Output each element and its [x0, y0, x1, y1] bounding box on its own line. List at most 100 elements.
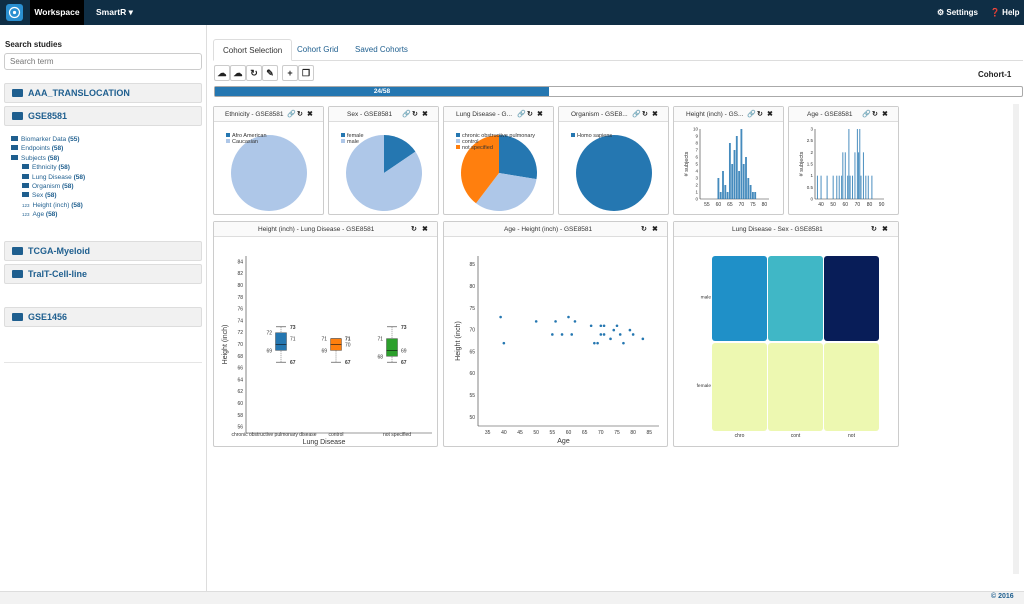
link-icon[interactable]: 🔗	[402, 111, 411, 118]
app-logo-icon[interactable]	[6, 4, 23, 21]
organism-pie-chart[interactable]: Homo sapiens	[559, 123, 670, 215]
histogram-bar	[844, 152, 846, 199]
study-item-gse1456[interactable]: GSE1456	[4, 307, 202, 327]
histogram-bar	[719, 192, 722, 199]
age-histogram[interactable]: 0 0.5 1 1.5 2 2.5 3 40 50 60 70 80 90 # subjects	[789, 123, 900, 215]
heatmap-cell	[824, 343, 879, 431]
tree-item-endpoints[interactable]: Endpoints (58)	[11, 144, 85, 153]
histogram-bar	[865, 175, 867, 199]
tree-item-lung-disease[interactable]: Lung Disease (58)	[11, 173, 85, 182]
close-icon[interactable]: ✖	[767, 111, 773, 118]
panel-title: Lung Disease - G...	[456, 111, 512, 118]
tree-item-ethnicity[interactable]: Ethnicity (58)	[11, 163, 85, 172]
scatter-point	[567, 315, 570, 319]
scatter-point	[602, 333, 606, 336]
tab-bar: Cohort Selection Cohort Grid Saved Cohor…	[213, 39, 1023, 61]
top-navbar: Workspace SmartR ▾ ⚙ Settings ❓ Help	[0, 0, 1024, 25]
refresh-icon[interactable]: ↻	[872, 111, 878, 118]
refresh-icon[interactable]: ↻	[246, 65, 262, 81]
scrollbar[interactable]	[1013, 104, 1019, 574]
y-tick-label: 9	[695, 134, 698, 139]
link-icon[interactable]: 🔗	[747, 111, 756, 118]
tab-cohort-grid[interactable]: Cohort Grid	[297, 45, 339, 54]
height-histogram[interactable]: 0 1 2 3 4 5 6 7 8 9 10 55 60 65 70 75 80 # subjects	[674, 123, 785, 215]
histogram-bar	[826, 175, 828, 199]
scatter-point	[602, 324, 606, 328]
settings-link[interactable]: ⚙ Settings	[937, 8, 978, 17]
y-tick-label: 1	[695, 190, 698, 195]
tree-item-organism[interactable]: Organism (58)	[11, 182, 85, 191]
tree-item-age[interactable]: 123 Age (58)	[22, 211, 58, 219]
progress-label: 24/58	[373, 88, 391, 95]
close-icon[interactable]: ✖	[652, 226, 658, 233]
x-tick-label: 70	[598, 430, 604, 436]
tree-item-biomarker[interactable]: Biomarker Data (55)	[11, 135, 85, 144]
panel-header: Lung Disease - Sex - GSE8581 ↻ ✖	[674, 222, 898, 237]
refresh-icon[interactable]: ↻	[871, 226, 877, 233]
refresh-icon[interactable]: ↻	[411, 226, 417, 233]
y-axis-label: # subjects	[684, 151, 690, 176]
panel-header: Age - Height (inch) - GSE8581 ↻ ✖	[444, 222, 667, 237]
refresh-icon[interactable]: ↻	[642, 111, 648, 118]
progress-fill	[215, 87, 549, 96]
link-icon[interactable]: 🔗	[287, 111, 296, 118]
folder-icon	[12, 89, 23, 97]
close-icon[interactable]: ✖	[422, 111, 428, 118]
refresh-icon[interactable]: ↻	[757, 111, 763, 118]
histogram-bar	[742, 164, 745, 199]
close-icon[interactable]: ✖	[422, 226, 428, 233]
legend-label: male	[347, 139, 359, 145]
scatter-point	[631, 333, 635, 336]
refresh-icon[interactable]: ↻	[641, 226, 647, 233]
close-icon[interactable]: ✖	[882, 111, 888, 118]
y-axis-label: # subjects	[799, 151, 805, 176]
y-tick-label: 55	[469, 393, 475, 399]
boxplot-chart[interactable]: 56 58 60 62 64 66 68 70 72 74 76 78 80 82 84 Height (in…	[214, 238, 439, 447]
study-item-aaa-translocation[interactable]: AAA_TRANSLOCATION	[4, 83, 202, 103]
help-link[interactable]: ❓ Help	[990, 8, 1020, 17]
close-icon[interactable]: ✖	[882, 226, 888, 233]
panel-header: Sex - GSE8581 🔗 ↻ ✖	[329, 107, 438, 122]
duplicate-icon[interactable]: ❐	[298, 65, 314, 81]
x-tick-label: 35	[485, 430, 491, 436]
add-icon[interactable]: +	[282, 65, 298, 81]
workspace-tab[interactable]: Workspace	[30, 0, 84, 25]
panel-lung-disease: Lung Disease - G... 🔗 ↻ ✖ chronic obstru…	[443, 106, 554, 215]
link-icon[interactable]: 🔗	[862, 111, 871, 118]
heatmap-cell	[768, 343, 823, 431]
close-icon[interactable]: ✖	[307, 111, 313, 118]
scatter-chart[interactable]: 50 55 60 65 70 75 80 85 35 40 45 50 55 60 65 70 75 80 85 He…	[444, 238, 669, 447]
heatmap-cell	[712, 256, 767, 341]
close-icon[interactable]: ✖	[537, 111, 543, 118]
histogram-bar	[838, 175, 840, 199]
study-item-trait-cell-line[interactable]: TraIT-Cell-line	[4, 264, 202, 284]
study-item-gse8581[interactable]: GSE8581	[4, 106, 202, 126]
smartr-menu[interactable]: SmartR ▾	[96, 7, 133, 17]
eraser-icon[interactable]: ✎	[262, 65, 278, 81]
refresh-icon[interactable]: ↻	[527, 111, 533, 118]
refresh-icon[interactable]: ↻	[297, 111, 303, 118]
cloud-download-icon[interactable]: ☁	[230, 65, 246, 81]
scatter-point	[499, 315, 502, 319]
tree-item-subjects[interactable]: Subjects (58)	[11, 154, 85, 163]
refresh-icon[interactable]: ↻	[412, 111, 418, 118]
histogram-bar	[745, 157, 747, 199]
lung-disease-pie-chart[interactable]: chronic obstructive pulmonarycontrolnot …	[444, 123, 555, 215]
footer: © 2016	[0, 591, 1024, 604]
search-input[interactable]	[4, 53, 202, 70]
heatmap-chart[interactable]: male female chro cont not	[674, 238, 900, 447]
study-item-tcga-myeloid[interactable]: TCGA-Myeloid	[4, 241, 202, 261]
tab-cohort-selection[interactable]: Cohort Selection	[213, 39, 293, 61]
tree-item-height[interactable]: 123 Height (inch) (58)	[22, 201, 83, 209]
scatter-point	[599, 333, 603, 336]
y-tick-label: 60	[469, 371, 475, 377]
link-icon[interactable]: 🔗	[517, 111, 526, 118]
histogram-bar	[849, 175, 851, 199]
close-icon[interactable]: ✖	[652, 111, 658, 118]
tab-saved-cohorts[interactable]: Saved Cohorts	[355, 45, 408, 54]
cloud-upload-icon[interactable]: ☁	[214, 65, 230, 81]
link-icon[interactable]: 🔗	[632, 111, 641, 118]
tree-item-sex[interactable]: Sex (58)	[11, 191, 85, 200]
